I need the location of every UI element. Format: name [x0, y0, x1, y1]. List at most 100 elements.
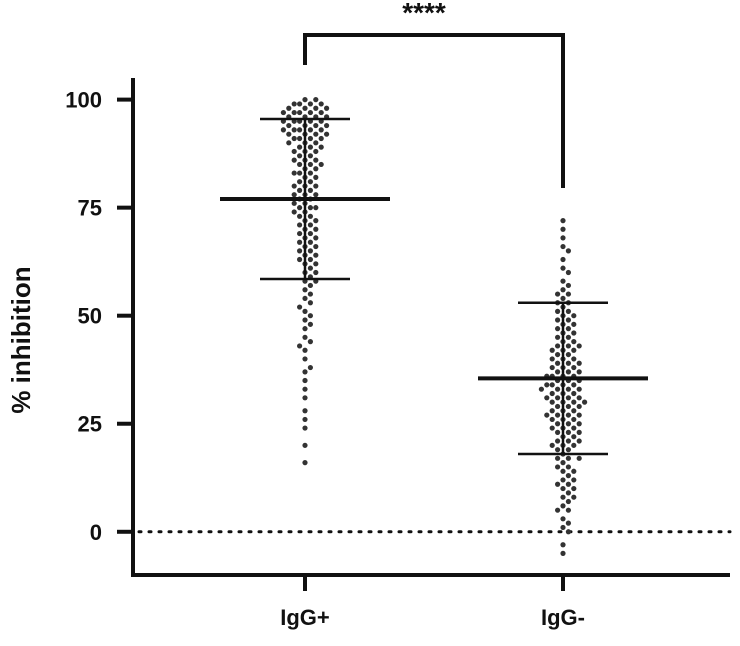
data-point — [544, 395, 550, 401]
data-point — [560, 516, 566, 522]
data-point — [565, 317, 572, 323]
data-point — [565, 498, 572, 505]
data-point — [571, 485, 577, 492]
data-point — [297, 109, 303, 116]
data-point — [555, 438, 561, 444]
data-point — [565, 269, 572, 276]
data-point — [297, 239, 303, 245]
data-point — [571, 382, 577, 388]
data-point — [571, 399, 577, 405]
x-tick-label: IgG- — [541, 605, 585, 630]
data-point — [313, 148, 319, 155]
data-point — [307, 101, 313, 107]
data-point — [307, 205, 313, 211]
data-point — [324, 105, 330, 111]
data-point — [576, 369, 582, 375]
data-point — [318, 135, 324, 142]
data-point — [307, 153, 313, 159]
data-point — [565, 412, 572, 418]
data-point — [555, 351, 561, 358]
data-point — [307, 161, 313, 168]
data-point — [318, 101, 324, 107]
data-point — [297, 343, 303, 349]
data-point — [555, 308, 561, 314]
data-point — [555, 481, 561, 487]
data-point — [297, 256, 303, 263]
data-point — [313, 261, 319, 267]
data-point — [571, 356, 577, 362]
data-point — [571, 477, 577, 483]
data-point — [302, 408, 308, 414]
data-point — [291, 109, 297, 116]
data-point — [565, 421, 572, 427]
data-point — [571, 347, 577, 353]
data-point — [291, 183, 297, 189]
data-point — [571, 408, 577, 414]
data-point — [571, 364, 577, 371]
data-point — [302, 377, 308, 384]
data-point — [571, 468, 577, 474]
data-point — [286, 122, 292, 129]
data-point — [571, 330, 577, 336]
data-point — [538, 386, 545, 392]
data-point — [560, 485, 566, 492]
data-point — [555, 334, 561, 340]
data-point — [560, 550, 566, 556]
data-point — [313, 166, 319, 172]
data-point — [313, 105, 319, 111]
data-point — [560, 218, 566, 224]
data-point — [297, 161, 303, 168]
data-point — [297, 205, 303, 211]
data-point — [549, 382, 555, 388]
data-point — [565, 386, 572, 392]
data-point — [307, 127, 313, 133]
y-axis-label: % inhibition — [6, 266, 36, 413]
data-point — [565, 438, 572, 444]
data-point — [324, 131, 330, 137]
data-point — [549, 364, 555, 371]
data-point — [307, 321, 313, 327]
data-point — [565, 490, 572, 496]
data-point — [324, 122, 330, 129]
data-point — [297, 230, 303, 237]
data-point — [576, 343, 582, 349]
data-point — [313, 140, 319, 146]
error-bar — [518, 301, 608, 456]
data-point — [302, 386, 308, 392]
data-point — [302, 460, 308, 466]
data-point — [555, 421, 561, 427]
data-point — [560, 243, 566, 250]
data-point — [313, 218, 319, 224]
y-tick-label: 100 — [65, 88, 102, 113]
data-point — [286, 140, 292, 146]
data-point — [576, 360, 582, 366]
data-point — [307, 339, 313, 345]
data-point — [297, 135, 303, 142]
data-point — [297, 187, 303, 193]
data-point — [297, 213, 303, 219]
data-point — [571, 494, 577, 500]
data-point — [555, 447, 561, 453]
data-point — [549, 399, 555, 405]
data-point — [571, 321, 577, 327]
data-point — [565, 351, 572, 358]
data-point — [302, 326, 308, 332]
data-point — [565, 464, 572, 470]
data-point — [560, 235, 566, 241]
data-point — [280, 127, 286, 133]
data-point — [302, 442, 308, 448]
significance: **** — [402, 0, 446, 28]
data-point — [313, 122, 319, 129]
data-point — [302, 287, 308, 293]
data-point — [576, 403, 582, 410]
data-point — [549, 425, 555, 431]
data-point — [297, 127, 303, 133]
data-point — [297, 248, 303, 254]
data-point — [576, 421, 582, 427]
data-point — [560, 265, 566, 271]
data-point — [291, 157, 297, 163]
data-point — [318, 109, 324, 116]
data-point — [313, 243, 319, 250]
data-point — [291, 127, 297, 133]
data-point — [297, 222, 303, 228]
